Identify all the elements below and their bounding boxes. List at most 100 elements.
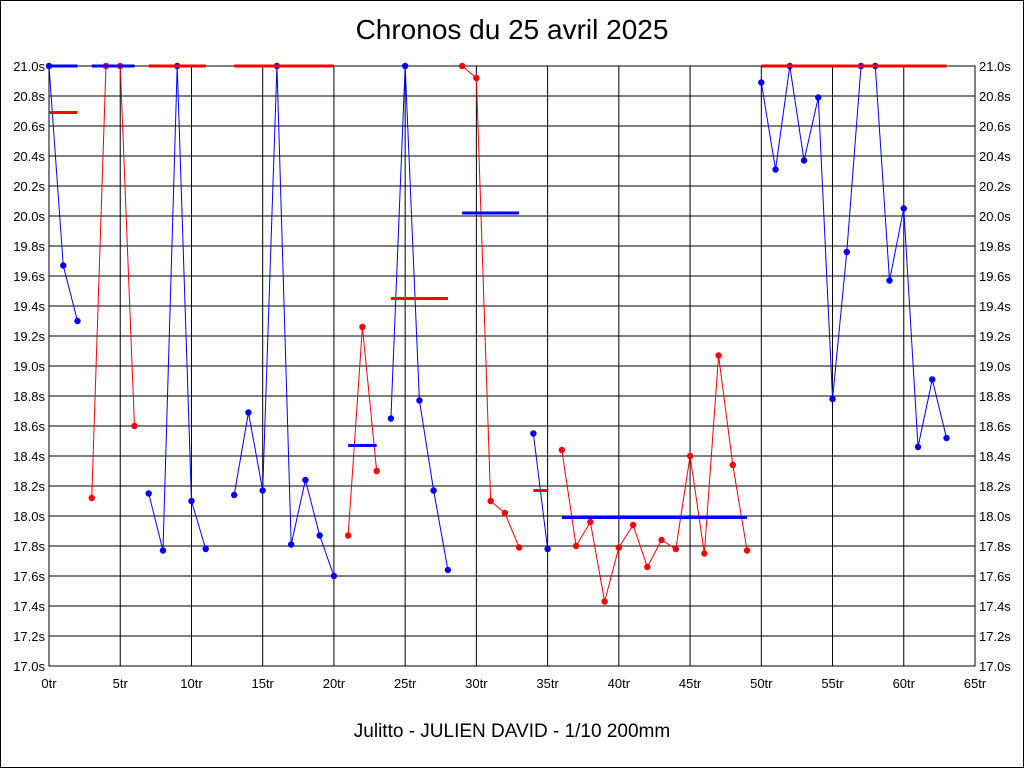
data-point-red [615,544,623,551]
y-tick-label-left: 21.0s [13,59,45,74]
y-tick-label-right: 18.4s [979,449,1011,464]
data-point-blue [330,572,338,580]
data-point-red [729,461,737,469]
data-point-red [501,509,509,517]
y-tick-label-left: 18.2s [13,479,45,494]
y-tick-label-right: 20.6s [979,119,1011,134]
data-point-red [131,422,138,430]
data-point-blue [530,430,537,437]
data-point-blue [444,566,452,574]
y-tick-label-left: 19.8s [13,239,45,254]
x-tick-label: 35tr [536,676,559,691]
data-point-red [587,518,594,526]
y-tick-label-left: 19.0s [13,359,45,374]
data-point-blue [60,262,67,269]
x-tick-label: 5tr [113,676,129,691]
chart-footer: Julitto - JULIEN DAVID - 1/10 200mm [353,721,671,742]
data-point-blue [159,547,167,554]
x-tick-label: 25tr [394,676,417,691]
data-point-red [629,521,637,529]
y-tick-label-right: 17.8s [979,539,1011,554]
y-tick-label-left: 17.4s [13,599,45,614]
data-point-blue [758,79,765,86]
series-line-blue [233,65,335,577]
y-tick-label-left: 17.6s [13,569,45,584]
y-tick-label-right: 17.4s [979,599,1011,614]
x-tick-label: 65tr [964,676,987,691]
y-tick-label-right: 20.4s [979,149,1011,164]
y-tick-label-left: 20.2s [13,179,45,194]
data-point-blue [74,317,81,325]
data-point-blue [430,487,437,494]
data-point-red [344,532,352,539]
data-point-blue [800,157,808,164]
y-tick-label-right: 19.4s [979,299,1011,314]
data-point-red [743,547,751,554]
y-tick-label-right: 20.0s [979,209,1011,224]
series-line-blue [760,65,947,448]
y-tick-label-right: 18.6s [979,419,1011,434]
y-tick-label-left: 18.4s [13,449,45,464]
y-tick-label-left: 17.2s [13,629,45,644]
data-point-red [601,598,608,605]
data-point-red [515,544,523,551]
data-point-blue [815,94,822,101]
y-tick-label-right: 17.0s [979,659,1011,674]
y-tick-label-right: 20.2s [979,179,1011,194]
data-point-blue [45,62,53,70]
data-point-red [373,467,380,475]
x-tick-label: 55tr [821,676,844,691]
data-point-red [558,446,566,454]
x-tick-label: 40tr [608,676,631,691]
y-tick-label-right: 19.2s [979,329,1011,344]
x-tick-label: 10tr [180,676,203,691]
data-point-blue [145,490,152,497]
data-point-red [359,323,366,331]
data-point-blue [900,205,907,212]
y-tick-label-left: 20.6s [13,119,45,134]
y-tick-label-right: 18.8s [979,389,1011,404]
y-tick-label-left: 19.6s [13,269,45,284]
y-tick-label-left: 20.0s [13,209,45,224]
data-point-red [701,550,708,557]
y-tick-label-right: 21.0s [979,59,1011,74]
data-point-blue [829,395,836,403]
data-point-red [458,62,466,70]
series-line-red [561,355,748,602]
data-point-red [658,536,665,544]
data-point-blue [914,443,922,451]
x-tick-label: 45tr [679,676,702,691]
y-tick-label-right: 19.8s [979,239,1011,254]
data-point-blue [245,409,252,416]
y-tick-label-left: 18.6s [13,419,45,434]
y-tick-label-right: 18.2s [979,479,1011,494]
y-tick-label-left: 17.0s [13,659,45,674]
data-point-blue [387,415,395,422]
data-point-blue [929,376,936,383]
x-tick-label: 0tr [41,676,57,691]
data-point-blue [259,487,266,494]
y-tick-label-right: 19.6s [979,269,1011,284]
y-tick-label-left: 20.8s [13,89,45,104]
data-point-blue [843,248,850,256]
chart-title: Chronos du 25 avril 2025 [355,14,669,45]
data-point-blue [188,497,195,505]
data-point-blue [544,545,551,553]
x-tick-label: 30tr [465,676,488,691]
data-point-blue [886,277,893,284]
y-tick-label-right: 19.0s [979,359,1011,374]
y-tick-label-left: 17.8s [13,539,45,554]
data-point-blue [416,397,423,404]
data-point-blue [943,434,950,442]
data-point-red [686,452,694,460]
x-tick-label: 15tr [251,676,274,691]
y-tick-label-left: 20.4s [13,149,45,164]
data-point-blue [772,166,779,173]
x-tick-label: 50tr [750,676,773,691]
data-point-blue [287,541,295,548]
data-point-red [473,74,480,82]
data-point-red [88,494,95,502]
y-tick-label-left: 18.8s [13,389,45,404]
x-tick-label: 20tr [323,676,346,691]
